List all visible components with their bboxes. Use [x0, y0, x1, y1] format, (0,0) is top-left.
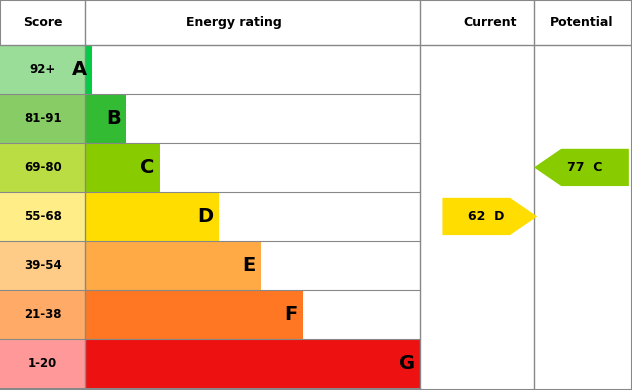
Bar	[85, 94, 126, 143]
Bar	[0, 94, 85, 143]
Bar	[0, 192, 85, 241]
Text: Potential: Potential	[550, 16, 613, 29]
Text: 92+: 92+	[30, 63, 56, 76]
Text: 39-54: 39-54	[24, 259, 61, 272]
Bar	[85, 45, 92, 94]
Text: E: E	[242, 256, 255, 275]
Text: F: F	[284, 305, 298, 324]
Text: 77  C: 77 C	[567, 161, 602, 174]
Text: Score: Score	[23, 16, 63, 29]
Text: A: A	[72, 60, 87, 79]
Text: Energy rating: Energy rating	[186, 16, 282, 29]
Text: D: D	[197, 207, 214, 226]
Text: 69-80: 69-80	[24, 161, 61, 174]
Bar	[85, 290, 303, 339]
Text: 81-91: 81-91	[24, 112, 61, 125]
Text: G: G	[399, 354, 415, 373]
Polygon shape	[534, 149, 629, 186]
Text: B: B	[106, 109, 121, 128]
Text: 62  D: 62 D	[468, 210, 505, 223]
Bar	[85, 339, 420, 388]
Bar	[0, 290, 85, 339]
Polygon shape	[442, 198, 537, 235]
Bar	[0, 45, 85, 94]
Bar	[85, 241, 260, 290]
Bar	[0, 143, 85, 192]
Bar	[85, 192, 219, 241]
Text: 55-68: 55-68	[24, 210, 61, 223]
Bar	[0, 339, 85, 388]
Text: 1-20: 1-20	[28, 357, 58, 370]
Text: C: C	[140, 158, 155, 177]
Text: 21-38: 21-38	[24, 308, 61, 321]
Bar	[85, 143, 160, 192]
Bar	[0, 241, 85, 290]
Text: Current: Current	[463, 16, 516, 29]
